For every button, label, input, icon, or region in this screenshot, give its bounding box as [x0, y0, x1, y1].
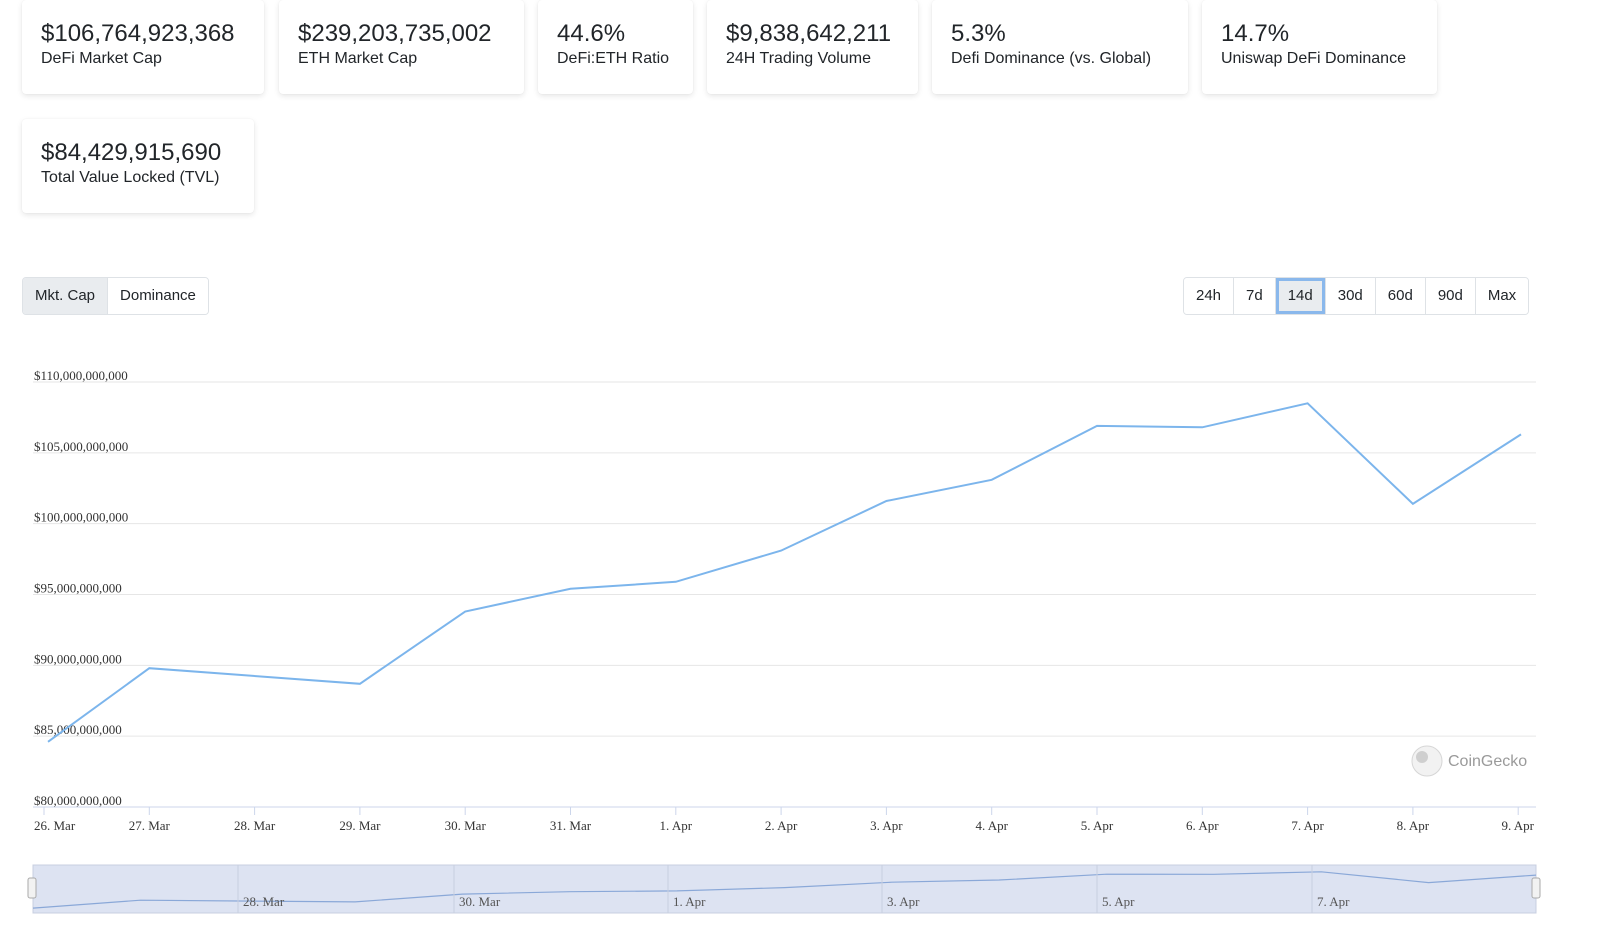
coingecko-credit[interactable]: CoinGecko: [1411, 745, 1527, 777]
y-tick-label: $110,000,000,000: [34, 368, 128, 383]
y-axis: $80,000,000,000 $85,000,000,000 $90,000,00…: [34, 368, 128, 808]
range-14d-button[interactable]: 14d: [1274, 278, 1325, 314]
x-tick-label: 6. Apr: [1186, 818, 1219, 833]
range-60d-button[interactable]: 60d: [1374, 278, 1425, 314]
y-tick-label: $85,000,000,000: [34, 722, 122, 737]
navigator-series-line: [32, 871, 1537, 909]
navigator-right-handle[interactable]: [1531, 877, 1541, 899]
stat-label: Uniswap DeFi Dominance: [1221, 50, 1406, 67]
x-tick-label: 1. Apr: [660, 818, 693, 833]
navigator-left-handle[interactable]: [27, 877, 37, 899]
stat-value: $106,764,923,368: [41, 20, 235, 47]
credit-text: CoinGecko: [1448, 753, 1527, 770]
market-cap-chart[interactable]: $80,000,000,000 $85,000,000,000 $90,000,00…: [0, 330, 1600, 930]
stat-label: Total Value Locked (TVL): [41, 169, 220, 186]
stat-label: DeFi:ETH Ratio: [557, 50, 670, 67]
navigator[interactable]: 28. Mar 30. Mar 1. Apr 3. Apr 5. Apr 7. Apr: [27, 864, 1541, 914]
stat-label: Defi Dominance (vs. Global): [951, 50, 1152, 67]
stat-value: 44.6%: [557, 20, 626, 47]
chart-grid: [33, 381, 1536, 808]
time-range-selector: 24h 7d 14d 30d 60d 90d Max: [1183, 277, 1530, 315]
range-max-button[interactable]: Max: [1474, 278, 1529, 314]
x-tick-label: 31. Mar: [550, 818, 592, 833]
navigator-label: 30. Mar: [459, 894, 501, 909]
x-tick-label: 28. Mar: [234, 818, 276, 833]
stat-label: 24H Trading Volume: [726, 50, 871, 67]
stat-value: $239,203,735,002: [298, 20, 492, 47]
range-90d-button[interactable]: 90d: [1424, 278, 1475, 314]
x-tick-label: 2. Apr: [765, 818, 798, 833]
y-tick-label: $100,000,000,000: [34, 510, 128, 525]
stat-label: ETH Market Cap: [298, 50, 418, 67]
stat-card-defi-dominance: 5.3% Defi Dominance (vs. Global): [932, 0, 1188, 94]
y-tick-label: $90,000,000,000: [34, 651, 122, 666]
range-7d-button[interactable]: 7d: [1233, 278, 1275, 314]
coingecko-logo-icon: [1411, 745, 1443, 777]
series-layer[interactable]: [47, 402, 1522, 743]
stat-card-defi-eth-ratio: 44.6% DeFi:ETH Ratio: [538, 0, 693, 94]
stat-card-trading-volume: $9,838,642,211 24H Trading Volume: [707, 0, 918, 94]
stat-value: $9,838,642,211: [726, 20, 892, 47]
x-tick-label: 9. Apr: [1502, 818, 1535, 833]
stat-card-tvl: $84,429,915,690 Total Value Locked (TVL): [22, 119, 254, 213]
stat-value: 14.7%: [1221, 20, 1290, 47]
stat-label: DeFi Market Cap: [41, 50, 162, 67]
tab-dominance[interactable]: Dominance: [107, 278, 208, 314]
x-axis: 26. Mar 27. Mar 28. Mar 29. Mar 30. Mar 31. M…: [34, 807, 1535, 833]
y-tick-label: $105,000,000,000: [34, 439, 128, 454]
navigator-label: 28. Mar: [243, 894, 285, 909]
stat-value: 5.3%: [951, 20, 1006, 47]
gecko-eye-icon: [1416, 751, 1428, 763]
y-tick-label: $95,000,000,000: [34, 581, 122, 596]
x-tick-label: 3. Apr: [870, 818, 903, 833]
x-tick-label: 7. Apr: [1291, 818, 1324, 833]
stat-card-eth-market-cap: $239,203,735,002 ETH Market Cap: [279, 0, 524, 94]
tab-mkt-cap[interactable]: Mkt. Cap: [23, 278, 108, 314]
chart-view-toggle: Mkt. Cap Dominance: [22, 277, 209, 315]
x-tick-label: 8. Apr: [1397, 818, 1430, 833]
x-tick-label: 29. Mar: [339, 818, 381, 833]
series-line[interactable]: [47, 402, 1522, 743]
x-tick-label: 27. Mar: [129, 818, 171, 833]
stat-card-uniswap-dominance: 14.7% Uniswap DeFi Dominance: [1202, 0, 1437, 94]
navigator-label: 5. Apr: [1102, 894, 1135, 909]
range-24h-button[interactable]: 24h: [1184, 278, 1234, 314]
x-tick-label: 26. Mar: [34, 818, 76, 833]
x-tick-label: 5. Apr: [1081, 818, 1114, 833]
stat-card-defi-market-cap: $106,764,923,368 DeFi Market Cap: [22, 0, 264, 94]
y-tick-label: $80,000,000,000: [34, 793, 122, 808]
stat-value: $84,429,915,690: [41, 139, 222, 166]
range-30d-button[interactable]: 30d: [1324, 278, 1375, 314]
navigator-label: 7. Apr: [1317, 894, 1350, 909]
navigator-label: 1. Apr: [673, 894, 706, 909]
navigator-label: 3. Apr: [887, 894, 920, 909]
x-tick-label: 4. Apr: [975, 818, 1008, 833]
x-tick-label: 30. Mar: [445, 818, 487, 833]
